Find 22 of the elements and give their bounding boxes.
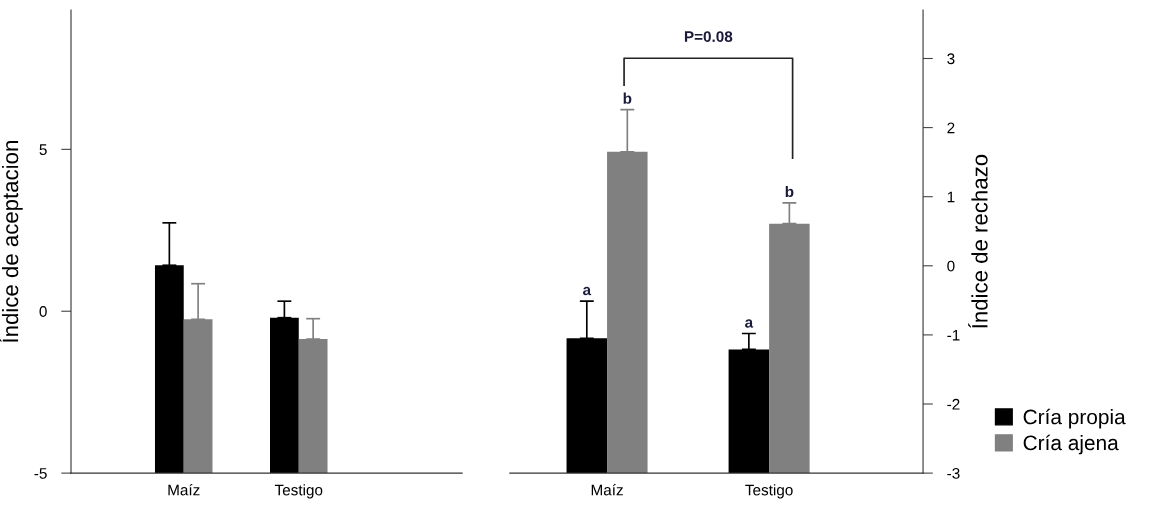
x-tick-label: Testigo: [274, 484, 323, 499]
y-tick-label: 5: [39, 144, 47, 156]
data-label: b: [623, 92, 632, 104]
y-tick-label: 0: [947, 260, 955, 272]
y-tick-label: 0: [39, 306, 47, 317]
data-label: b: [785, 185, 794, 198]
x-tick-label: Maíz: [591, 484, 623, 496]
y-tick-label: -5: [34, 468, 47, 479]
y-tick-label: -3: [947, 467, 960, 479]
data-label: a: [745, 319, 754, 328]
legend-label: Cría ajena: [1023, 434, 1119, 455]
x-tick-label: Maíz: [168, 484, 200, 496]
y-axis-title: Índice de rechazo: [968, 154, 988, 328]
x-tick-label: Testigo: [745, 484, 793, 499]
data-label: a: [583, 286, 592, 296]
legend-label: Cría propia: [1023, 408, 1126, 429]
y-tick-label: 1: [947, 191, 955, 203]
y-tick-label: 3: [947, 53, 955, 65]
y-tick-label: 2: [947, 122, 955, 134]
y-tick-label: -2: [947, 398, 960, 410]
annotation: P=0.08: [684, 31, 733, 42]
y-tick-label: -1: [947, 329, 960, 341]
